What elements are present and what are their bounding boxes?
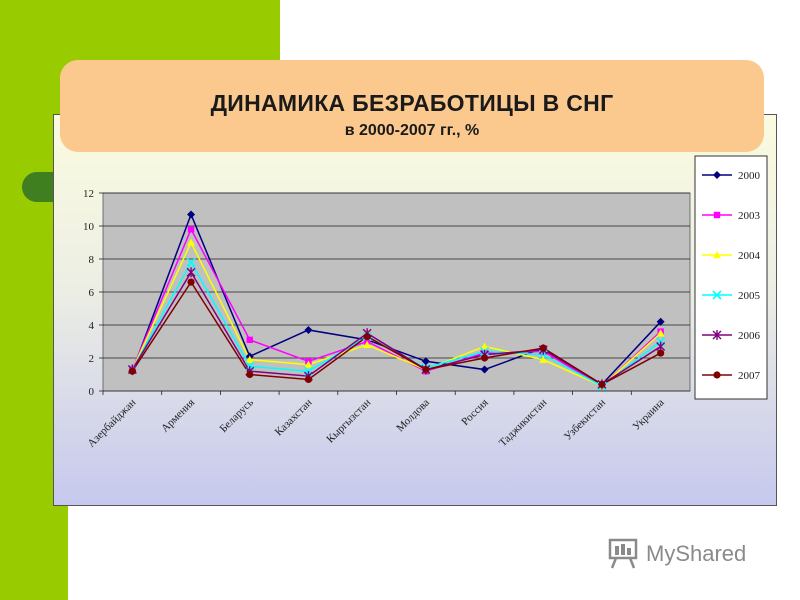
marker-triangle	[245, 355, 254, 363]
marker-triangle	[363, 340, 372, 348]
marker-circle	[128, 367, 136, 375]
marker-x	[712, 290, 722, 300]
x-category-label: Узбекистан	[562, 397, 608, 443]
legend-label: 2000	[738, 170, 761, 182]
series-line-2003	[131, 227, 662, 387]
series-markers-2007	[128, 278, 665, 388]
legend-label: 2006	[738, 330, 761, 342]
marker-triangle	[187, 238, 196, 246]
marker-diamond	[480, 365, 489, 374]
marker-triangle	[480, 342, 489, 350]
marker-circle	[304, 375, 313, 384]
x-category-label: Армения	[159, 397, 197, 435]
watermark-text: MyShared	[646, 541, 747, 566]
title-box: ДИНАМИКА БЕЗРАБОТИЦЫ В СНГ в 2000-2007 г…	[60, 60, 764, 152]
marker-square	[187, 226, 195, 233]
y-tick-label: 8	[89, 254, 95, 266]
legend-entry-2004: 2004	[702, 250, 761, 262]
marker-star	[712, 330, 722, 340]
marker-diamond	[713, 171, 721, 179]
marker-star	[186, 267, 196, 278]
y-tick-label: 12	[83, 188, 94, 200]
marker-triangle	[713, 251, 721, 259]
legend: 2000 2003 2004 2005 2006 2007	[702, 170, 761, 382]
marker-circle	[598, 380, 606, 388]
series-markers	[127, 210, 666, 391]
legend-label: 2004	[738, 250, 761, 262]
series-line-2007	[131, 280, 662, 386]
y-tick-label: 6	[89, 287, 95, 299]
marker-circle	[480, 354, 489, 362]
y-tick-label: 10	[83, 221, 95, 233]
y-tick-label: 2	[89, 353, 95, 365]
marker-diamond	[421, 357, 430, 366]
marker-square	[246, 336, 253, 344]
legend-entry-2006: 2006	[702, 330, 761, 342]
presentation-icon	[608, 538, 638, 569]
marker-triangle	[656, 329, 665, 337]
marker-diamond	[656, 317, 665, 326]
marker-triangle	[539, 355, 548, 363]
marker-diamond	[187, 210, 196, 219]
marker-x	[186, 257, 196, 267]
legend-label: 2005	[738, 290, 761, 302]
marker-triangle	[304, 360, 313, 368]
marker-circle	[539, 344, 547, 352]
marker-circle	[187, 278, 195, 286]
legend-entry-2005: 2005	[702, 290, 761, 302]
marker-circle	[713, 371, 721, 379]
x-axis-categories: Азербайджан Армения Беларусь Казахстан Кыргы…	[85, 391, 667, 450]
legend-entry-2007: 2007	[702, 370, 761, 382]
legend-box	[694, 155, 768, 400]
legend-label: 2007	[738, 370, 761, 382]
watermark-logo: MyShared	[606, 536, 766, 570]
x-category-label: Кыргызстан	[324, 397, 373, 446]
page-title: ДИНАМИКА БЕЗРАБОТИЦЫ В СНГ	[210, 90, 614, 116]
y-tick-label: 0	[89, 386, 95, 398]
legend-label: 2003	[738, 210, 761, 222]
legend-entry-2003: 2003	[702, 210, 761, 222]
marker-diamond	[304, 325, 313, 334]
legend-entry-2000: 2000	[702, 170, 761, 182]
x-category-label: Беларусь	[217, 397, 255, 435]
page-subtitle: в 2000-2007 гг., %	[344, 122, 480, 139]
x-category-label: Таджикистан	[497, 397, 550, 450]
x-category-label: Украина	[631, 397, 667, 433]
y-tick-label: 4	[89, 320, 95, 332]
marker-square	[713, 211, 721, 219]
marker-circle	[422, 365, 430, 374]
series-lines	[131, 212, 662, 387]
x-category-label: Молдова	[394, 397, 432, 435]
series-line-2004	[131, 240, 662, 387]
marker-circle	[363, 332, 371, 341]
x-category-label: Казахстан	[273, 397, 315, 439]
y-axis-ticks: 0 2 4 6 8 10 12	[83, 188, 103, 398]
marker-circle	[657, 349, 665, 357]
marker-circle	[246, 370, 254, 379]
x-category-label: Азербайджан	[85, 397, 138, 450]
x-category-label: Россия	[459, 397, 490, 428]
